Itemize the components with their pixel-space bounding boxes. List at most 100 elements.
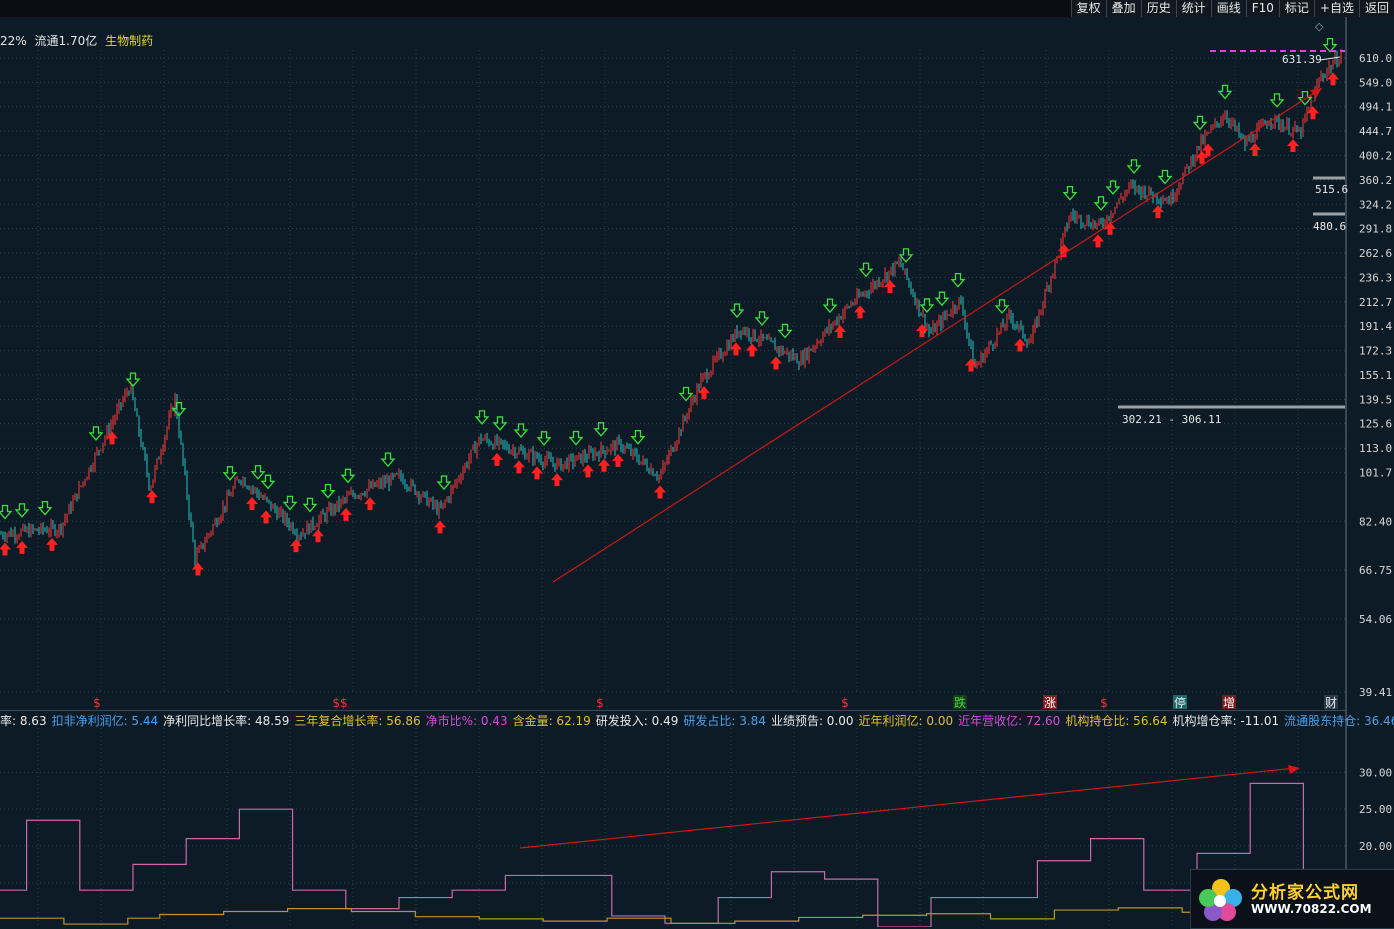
buy-arrow-icon	[290, 539, 302, 553]
buy-arrow-icon	[513, 460, 525, 474]
buy-arrow-icon	[192, 562, 204, 576]
bottom-mark: 涨	[1044, 695, 1056, 710]
sell-arrow-icon	[630, 430, 646, 445]
buy-arrow-icon	[246, 496, 258, 510]
buy-arrow-icon	[612, 453, 624, 467]
y-tick-label: 262.6	[1359, 247, 1392, 260]
sell-arrow-icon	[0, 504, 13, 520]
sell-arrow-icon	[536, 431, 552, 446]
mark-bg	[1222, 695, 1236, 709]
mark-bg	[1043, 695, 1057, 709]
y-tick-label: 125.6	[1359, 418, 1392, 431]
mark-bg	[953, 695, 967, 709]
toolbar-button-0[interactable]: 复权	[1070, 0, 1106, 17]
sell-arrow-icon	[1322, 38, 1338, 53]
buy-arrow-icon	[654, 485, 666, 499]
fin-indicator-7: 研发占比: 3.84	[683, 714, 766, 728]
panel-divider	[0, 710, 1345, 711]
sell-arrow-icon	[1093, 196, 1109, 211]
buy-arrow-icon	[746, 343, 758, 357]
toolbar-button-8[interactable]: 返回	[1358, 0, 1394, 17]
sell-arrow-icon	[125, 372, 141, 388]
sell-arrow-icon	[754, 311, 770, 326]
bottom-mark: $$	[332, 696, 347, 710]
bottom-mark: 增	[1223, 696, 1235, 710]
buy-arrow-icon	[1092, 234, 1104, 248]
toolbar-button-2[interactable]: 历史	[1140, 0, 1176, 17]
bottom-mark: $	[1100, 696, 1108, 710]
toolbar: 复权 叠加 历史 统计 画线 F10 标记 +自选 返回	[1070, 0, 1394, 17]
bottom-mark: $	[596, 696, 604, 710]
y-tick-label: 360.2	[1359, 174, 1392, 187]
fin-indicator-3: 三年复合增长率: 56.86	[294, 714, 421, 728]
buy-arrow-icon	[46, 537, 58, 551]
sell-arrow-icon	[1192, 115, 1208, 131]
y-tick-label: 82.40	[1359, 515, 1392, 528]
buy-arrow-icon	[916, 324, 928, 338]
sell-arrow-icon	[1217, 84, 1233, 100]
logo-title: 分析家公式网	[1251, 883, 1359, 903]
sell-arrow-icon	[380, 452, 396, 468]
buy-arrow-icon	[491, 452, 503, 466]
y-tick-label: 236.3	[1359, 271, 1392, 284]
sell-arrow-icon	[302, 497, 318, 513]
buy-arrow-icon	[1287, 139, 1299, 153]
buy-arrow-icon	[582, 464, 594, 478]
sell-arrow-icon	[593, 422, 609, 437]
fin-indicator-10: 近年营收亿: 72.60	[958, 714, 1061, 728]
range-label: 302.21 - 306.11	[1122, 413, 1221, 426]
toolbar-button-5[interactable]: F10	[1245, 0, 1279, 17]
toolbar-button-4[interactable]: 画线	[1210, 0, 1246, 17]
sub-y-tick-label: 25.00	[1359, 803, 1392, 816]
sell-arrow-icon	[14, 503, 30, 518]
financial-indicators-row: 率: 8.63 扣非净利润亿: 5.44 净利同比增长率: 48.59 三年复合增长率…	[0, 712, 1394, 729]
buy-arrow-icon	[1196, 150, 1208, 164]
y-tick-label: 139.5	[1359, 393, 1392, 406]
sell-arrow-icon	[568, 430, 584, 446]
buy-arrow-icon	[364, 497, 376, 511]
buy-arrow-icon	[260, 510, 272, 524]
sell-arrow-icon	[729, 303, 745, 319]
y-tick-label: 39.41	[1359, 686, 1392, 699]
sell-arrow-icon	[37, 500, 53, 516]
sell-arrow-icon	[1157, 169, 1173, 185]
toolbar-button-3[interactable]: 统计	[1175, 0, 1211, 17]
toolbar-button-6[interactable]: 标记	[1278, 0, 1314, 17]
buy-arrow-icon	[146, 490, 158, 504]
buy-arrow-icon	[1014, 338, 1026, 352]
diamond-icon[interactable]: ◇	[1315, 20, 1324, 33]
buy-arrow-icon	[854, 305, 866, 319]
y-tick-label: 212.7	[1359, 296, 1392, 309]
buy-arrow-icon	[730, 342, 742, 356]
buy-arrow-icon	[551, 473, 563, 487]
sell-arrow-icon	[1269, 93, 1285, 108]
fin-indicator-9: 近年利润亿: 0.00	[858, 714, 954, 728]
fin-indicator-12: 机构增仓率: -11.01	[1172, 714, 1280, 728]
sell-arrow-icon	[898, 248, 914, 263]
sell-arrow-icon	[282, 495, 298, 511]
toolbar-button-1[interactable]: 叠加	[1105, 0, 1141, 17]
fin-indicator-5: 含金量: 62.19	[512, 714, 591, 728]
buy-arrow-icon	[16, 540, 28, 554]
sell-arrow-icon	[88, 426, 104, 441]
flower-logo-icon	[1199, 879, 1242, 921]
sell-arrow-icon	[340, 468, 356, 484]
high-price-label: 631.39	[1282, 53, 1322, 66]
bottom-mark: 停	[1174, 695, 1186, 710]
sell-arrow-icon	[777, 323, 793, 339]
sell-arrow-icon	[934, 291, 950, 307]
y-tick-label: 101.7	[1359, 467, 1392, 480]
high-pointer	[1319, 56, 1341, 61]
y-tick-label: 291.8	[1359, 223, 1392, 236]
sell-arrow-icon	[320, 483, 336, 499]
buy-arrow-icon	[0, 542, 11, 556]
buy-arrow-icon	[834, 324, 846, 338]
y-tick-label: 610.0	[1359, 52, 1392, 65]
level-label-1: 515.6	[1315, 183, 1348, 196]
fin-indicator-13: 流通股东持仓: 36.46	[1284, 714, 1394, 728]
buy-arrow-icon	[770, 356, 782, 370]
toolbar-button-7[interactable]: +自选	[1313, 0, 1359, 17]
sell-arrow-icon	[171, 402, 187, 417]
buy-arrow-icon	[1104, 221, 1116, 235]
